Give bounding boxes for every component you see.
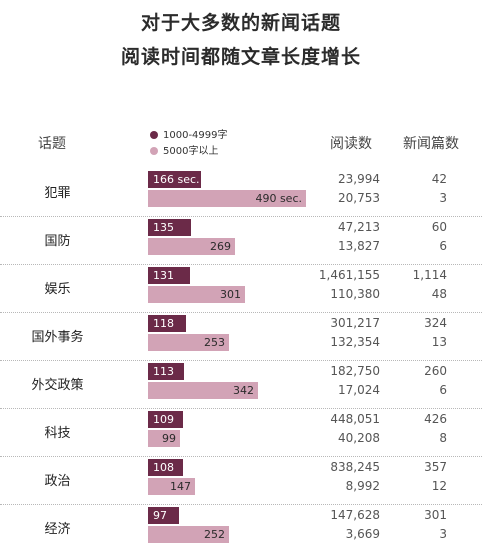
topic-label: 犯罪 — [44, 186, 71, 201]
row-divider — [0, 216, 482, 217]
chart-row: 犯罪 166 sec. 23,994 42 490 sec. 20,753 3 — [0, 168, 482, 216]
reads-long: 13,827 — [338, 239, 380, 253]
count-long: 8 — [439, 431, 447, 445]
bar-short-articles: 166 sec. — [148, 171, 201, 188]
chart-title-line-1: 对于大多数的新闻话题 — [140, 12, 341, 34]
row-divider — [0, 408, 482, 409]
bar-long-articles: 490 sec. — [148, 190, 306, 207]
row-divider — [0, 312, 482, 313]
count-long: 13 — [431, 335, 447, 349]
reads-short: 301,217 — [330, 316, 380, 330]
bar-long-articles: 253 — [148, 334, 229, 351]
bar-short-articles: 109 — [148, 411, 183, 428]
reads-long: 40,208 — [338, 431, 380, 445]
count-short: 301 — [424, 508, 447, 522]
chart-row: 国外事务 118 301,217 324 253 132,354 13 — [0, 312, 482, 360]
count-short: 260 — [424, 364, 447, 378]
reads-short: 1,461,155 — [318, 268, 380, 282]
topic-label: 外交政策 — [31, 378, 84, 393]
reads-long: 17,024 — [338, 383, 380, 397]
chart-title-line-2: 阅读时间都随文章长度增长 — [120, 46, 361, 68]
row-divider — [0, 504, 482, 505]
bar-short-articles: 97 — [148, 507, 179, 524]
count-long: 6 — [439, 383, 447, 397]
column-header-count: 新闻篇数 — [403, 136, 459, 152]
topic-label: 国外事务 — [31, 330, 84, 345]
bar-long-articles: 342 — [148, 382, 258, 399]
bar-long-articles: 252 — [148, 526, 229, 543]
reads-long: 110,380 — [330, 287, 380, 301]
count-long: 3 — [439, 191, 447, 205]
bar-long-articles: 147 — [148, 478, 195, 495]
chart-row: 国防 135 47,213 60 269 13,827 6 — [0, 216, 482, 264]
row-divider — [0, 264, 482, 265]
reads-short: 47,213 — [338, 220, 380, 234]
count-short: 60 — [431, 220, 447, 234]
column-header-reads: 阅读数 — [330, 136, 372, 152]
row-divider — [0, 456, 482, 457]
count-short: 324 — [424, 316, 447, 330]
count-short: 357 — [424, 460, 447, 474]
legend-swatch-long — [150, 147, 158, 155]
legend-label-short: 1000-4999字 — [163, 130, 228, 141]
column-header-topic: 话题 — [38, 136, 66, 152]
reads-short: 23,994 — [338, 172, 380, 186]
reads-short: 147,628 — [330, 508, 380, 522]
row-divider — [0, 360, 482, 361]
chart-row: 外交政策 113 182,750 260 342 17,024 6 — [0, 360, 482, 408]
bar-short-articles: 135 — [148, 219, 191, 236]
legend-item-short: 1000-4999字 — [150, 126, 228, 141]
reads-long: 20,753 — [338, 191, 380, 205]
chart-row: 科技 109 448,051 426 99 40,208 8 — [0, 408, 482, 456]
chart-row: 娱乐 131 1,461,155 1,114 301 110,380 48 — [0, 264, 482, 312]
bar-long-articles: 269 — [148, 238, 235, 255]
bar-short-articles: 131 — [148, 267, 190, 284]
legend-item-long: 5000字以上 — [150, 142, 218, 157]
bar-long-articles: 301 — [148, 286, 245, 303]
reads-short: 182,750 — [330, 364, 380, 378]
count-short: 426 — [424, 412, 447, 426]
reads-short: 448,051 — [330, 412, 380, 426]
count-long: 48 — [431, 287, 447, 301]
bar-long-articles: 99 — [148, 430, 180, 447]
bar-short-articles: 118 — [148, 315, 186, 332]
reads-long: 3,669 — [345, 527, 380, 541]
count-long: 6 — [439, 239, 447, 253]
topic-label: 经济 — [44, 522, 71, 537]
topic-label: 国防 — [44, 234, 71, 249]
legend-label-long: 5000字以上 — [163, 146, 219, 157]
count-short: 42 — [431, 172, 447, 186]
bar-short-articles: 113 — [148, 363, 184, 380]
topic-label: 娱乐 — [44, 282, 71, 297]
count-long: 3 — [439, 527, 447, 541]
topic-label: 政治 — [44, 474, 71, 489]
count-short: 1,114 — [412, 268, 447, 282]
chart-row: 政治 108 838,245 357 147 8,992 12 — [0, 456, 482, 504]
bar-short-articles: 108 — [148, 459, 183, 476]
reads-long: 132,354 — [330, 335, 380, 349]
topic-label: 科技 — [44, 426, 71, 441]
chart-row: 经济 97 147,628 301 252 3,669 3 — [0, 504, 482, 552]
reads-short: 838,245 — [330, 460, 380, 474]
count-long: 12 — [431, 479, 447, 493]
legend-swatch-short — [150, 131, 158, 139]
reads-long: 8,992 — [345, 479, 380, 493]
